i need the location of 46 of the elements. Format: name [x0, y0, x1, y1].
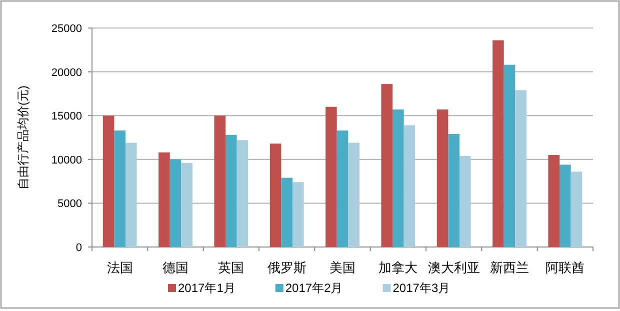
y-tick-label: 15000 — [51, 110, 82, 123]
bar — [448, 134, 460, 247]
x-tick-label: 俄罗斯 — [267, 260, 306, 275]
x-tick-label: 阿联酋 — [546, 260, 585, 275]
bar — [270, 144, 282, 247]
bar — [336, 130, 348, 247]
x-tick-label: 加拿大 — [378, 260, 418, 275]
bar — [459, 156, 471, 247]
x-tick-label: 德国 — [162, 260, 188, 275]
bar — [492, 40, 504, 247]
bar — [158, 152, 170, 247]
bar — [515, 90, 526, 247]
x-tick-label: 法国 — [106, 260, 133, 275]
bar — [436, 109, 448, 247]
y-tick-label: 0 — [76, 242, 82, 254]
legend-label: 2017年3月 — [392, 281, 450, 295]
bar — [170, 159, 182, 247]
bar — [236, 140, 248, 247]
bar — [326, 106, 337, 247]
bar — [226, 134, 237, 247]
bar — [281, 178, 292, 247]
bar — [548, 155, 560, 247]
bar — [404, 125, 416, 247]
bar — [381, 84, 393, 247]
bar — [292, 182, 304, 247]
x-tick-label: 澳大利亚 — [428, 260, 480, 275]
y-axis-title: 自由行产品均价(元) — [16, 86, 30, 190]
y-tick-label: 20000 — [51, 66, 82, 79]
bar — [102, 116, 114, 247]
y-tick-label: 5000 — [58, 198, 82, 210]
bar — [125, 142, 137, 247]
legend-label: 2017年1月 — [178, 281, 236, 295]
x-tick-label: 英国 — [218, 260, 244, 275]
bar — [392, 109, 404, 247]
bar — [504, 64, 516, 247]
bar — [570, 172, 582, 247]
bar — [560, 164, 571, 247]
bar — [114, 130, 126, 247]
bar — [348, 142, 360, 247]
y-tick-label: 10000 — [51, 154, 82, 166]
x-tick-label: 新西兰 — [490, 260, 529, 275]
x-tick-label: 美国 — [330, 260, 356, 275]
y-tick-label: 25000 — [51, 23, 82, 35]
bar — [181, 162, 192, 247]
legend-label: 2017年2月 — [285, 281, 343, 295]
bar — [214, 116, 226, 247]
